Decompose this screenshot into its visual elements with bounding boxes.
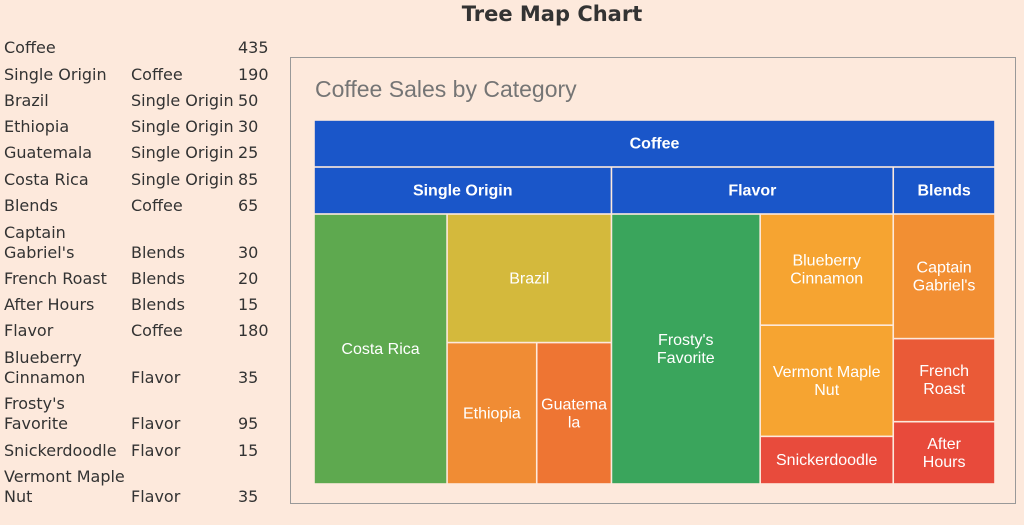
treemap-label-brazil: Brazil (509, 270, 549, 287)
treemap-label-single-origin: Single Origin (413, 183, 513, 200)
table-row: After Hours Blends 15 (4, 289, 278, 315)
treemap-node-costa-rica (314, 214, 447, 484)
chart-title: Coffee Sales by Category (315, 76, 577, 102)
page-title: Tree Map Chart (461, 2, 643, 26)
treemap-svg: Coffee Single Origin Costa Rica Brazil Ethio… (314, 120, 995, 484)
table-cell-name: Costa Rica (4, 169, 89, 189)
table-cell-parent: Single Origin (131, 117, 234, 137)
treemap-label-after-hours: After Hours (923, 436, 966, 471)
table-cell-name: Flavor (4, 321, 54, 341)
table-cell-value: 30 (238, 117, 259, 137)
table-cell-parent: Flavor (131, 487, 181, 507)
table-cell-value: 435 (238, 38, 269, 58)
table-cell-parent: Single Origin (131, 90, 234, 110)
table-cell-parent: Blends (131, 268, 185, 288)
table-cell-parent: Single Origin (131, 143, 234, 163)
table-cell-value: 50 (238, 90, 259, 110)
treemap-label-ethiopia: Ethiopia (463, 405, 521, 422)
table-row: Single Origin Coffee 190 (4, 58, 278, 84)
table-row: Blends Coffee 65 (4, 190, 278, 216)
table-cell-parent: Coffee (131, 196, 183, 216)
data-table-body: Coffee 435 Single Origin Coffee 190 Brazil Sin… (4, 32, 278, 507)
table-cell-name: French Roast (4, 268, 107, 288)
treemap-label-snickerdoodle: Snickerdoodle (776, 452, 878, 469)
table-cell-name: Single Origin (4, 64, 107, 84)
data-table: Coffee 435 Single Origin Coffee 190 Brazil Sin… (4, 32, 278, 507)
treemap-node-captain-gabriel-s (894, 214, 995, 338)
table-cell-parent: Flavor (131, 440, 181, 460)
table-cell-parent: Flavor (131, 414, 181, 434)
table-cell-value: 15 (238, 295, 259, 315)
table-row: Flavor Coffee 180 (4, 315, 278, 341)
treemap-node-vermont-maple-nut (760, 325, 893, 436)
table-cell-parent: Coffee (131, 321, 183, 341)
treemap-label-coffee: Coffee (630, 136, 680, 153)
table-cell-name: Blueberry Cinnamon (4, 347, 86, 387)
table-cell-parent: Single Origin (131, 169, 234, 189)
treemap-node-french-roast (894, 339, 995, 421)
treemap-node-ethiopia (447, 343, 536, 484)
table-cell-value: 190 (238, 64, 269, 84)
table-cell-name: Coffee (4, 38, 56, 58)
table-row: Blueberry Cinnamon Flavor 35 (4, 341, 278, 388)
treemap-label-flavor: Flavor (728, 183, 776, 200)
table-cell-value: 85 (238, 169, 259, 189)
treemap-node-blends (894, 167, 995, 214)
table-cell-name: Brazil (4, 90, 49, 110)
table-cell-value: 30 (238, 242, 259, 262)
treemap-node-flavor (612, 167, 893, 214)
table-row: Guatemala Single Origin 25 (4, 137, 278, 163)
treemap-node-brazil (447, 214, 611, 342)
table-cell-name: Snickerdoodle (4, 440, 117, 460)
treemap-node-single-origin (314, 167, 611, 214)
table-cell-name: Ethiopia (4, 117, 70, 137)
treemap-label-vermont-maple-nut: Vermont Maple Nut (773, 364, 881, 399)
table-cell-value: 35 (238, 487, 259, 507)
treemap-chart: Coffee Sales by Category Coffee Single Or… (290, 57, 1016, 504)
table-row: Captain Gabriel's Blends 30 (4, 216, 278, 263)
table-cell-parent: Flavor (131, 367, 181, 387)
treemap-label-blueberry-cinnamon: Blueberry Cinnamon (790, 253, 863, 288)
table-cell-value: 65 (238, 196, 259, 216)
treemap-label-frosty-s-favorite: Frosty's Favorite (657, 332, 715, 367)
table-cell-value: 180 (238, 321, 269, 341)
table-cell-name: Guatemala (4, 143, 93, 163)
table-row: Snickerdoodle Flavor 15 (4, 434, 278, 460)
table-cell-parent: Blends (131, 295, 185, 315)
table-cell-name: Blends (4, 196, 58, 216)
table-row: Vermont Maple Nut Flavor 35 (4, 461, 278, 508)
treemap-node-snickerdoodle (760, 437, 893, 484)
table-row: Brazil Single Origin 50 (4, 85, 278, 111)
table-cell-name: After Hours (4, 295, 95, 315)
table-cell-value: 35 (238, 367, 259, 387)
treemap-node-after-hours (894, 422, 995, 484)
table-cell-parent (131, 32, 238, 58)
treemap-node-guatemala (537, 343, 611, 484)
treemap-node-frosty-s-favorite (612, 214, 760, 484)
table-cell-value: 95 (238, 414, 259, 434)
table-cell-value: 15 (238, 440, 259, 460)
treemap-label-costa-rica: Costa Rica (341, 341, 419, 358)
table-cell-value: 20 (238, 268, 259, 288)
table-row: Coffee 435 (4, 32, 278, 58)
table-cell-parent: Blends (131, 242, 185, 262)
table-cell-name: Captain Gabriel's (4, 222, 75, 262)
table-cell-value: 25 (238, 143, 259, 163)
treemap-node-coffee (314, 120, 995, 167)
treemap-node-blueberry-cinnamon (760, 214, 893, 325)
treemap-label-blends: Blends (917, 183, 970, 200)
treemap-label-guatemala: Guatema la (541, 396, 607, 431)
treemap-label-captain-gabriel-s: Captain Gabriel's (913, 259, 976, 294)
table-row: French Roast Blends 20 (4, 263, 278, 289)
table-row: Costa Rica Single Origin 85 (4, 163, 278, 189)
table-cell-parent: Coffee (131, 64, 183, 84)
table-row: Frosty's Favorite Flavor 95 (4, 388, 278, 435)
table-row: Ethiopia Single Origin 30 (4, 111, 278, 137)
table-cell-name: Vermont Maple Nut (4, 467, 125, 507)
treemap-label-french-roast: French Roast (919, 363, 969, 398)
table-cell-name: Frosty's Favorite (4, 394, 68, 434)
